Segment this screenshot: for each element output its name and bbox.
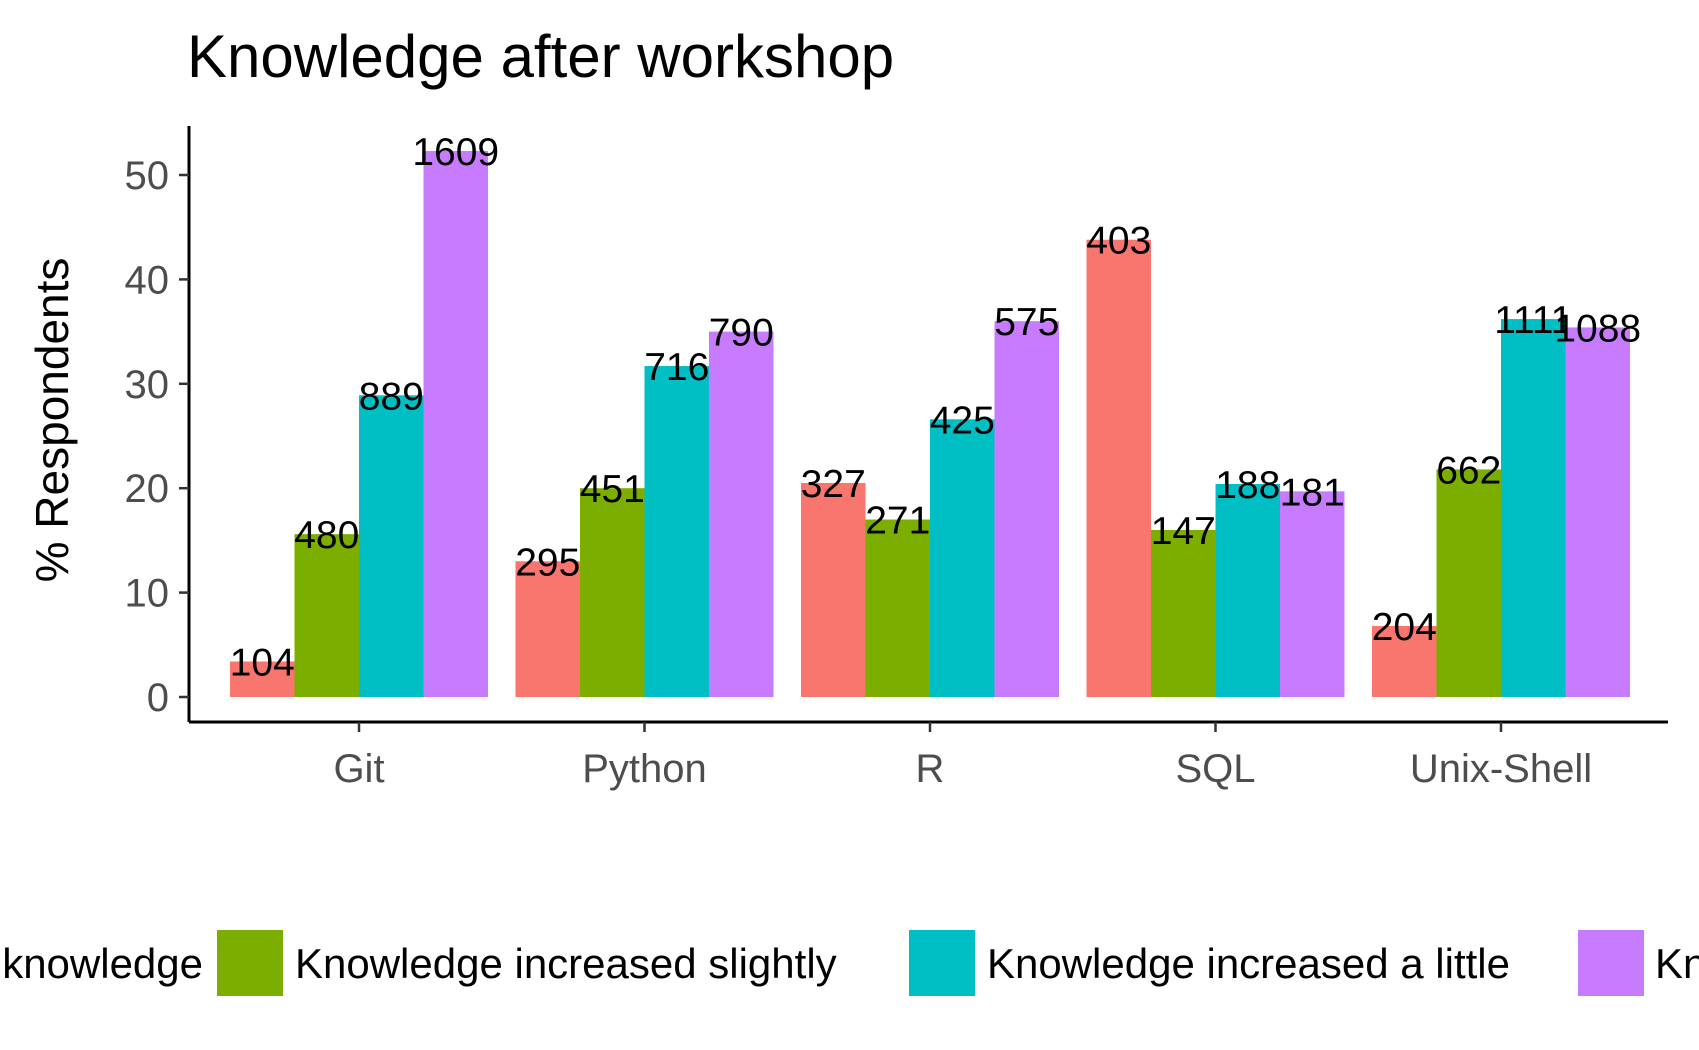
bar (1280, 491, 1345, 697)
bar (1151, 529, 1216, 697)
data-label: 1088 (1554, 307, 1641, 350)
x-tick-label: Python (582, 747, 707, 791)
bar (1565, 327, 1630, 697)
legend-swatch (909, 930, 975, 996)
bar (930, 419, 995, 697)
y-tick-label: 40 (125, 258, 170, 302)
bar (1501, 319, 1566, 697)
data-label: 104 (230, 642, 295, 685)
legend-label: Knowledge increased a little (987, 940, 1510, 987)
legend-label: knowledge (2, 940, 203, 987)
data-label: 188 (1215, 464, 1280, 507)
y-tick-label: 0 (147, 676, 169, 720)
legend-label: Kn (1655, 940, 1699, 987)
data-label: 790 (709, 312, 774, 355)
data-label: 295 (515, 541, 580, 584)
x-tick-label: Unix-Shell (1410, 747, 1592, 791)
data-label: 1111 (1494, 299, 1572, 342)
bar (230, 661, 295, 697)
bar (994, 321, 1059, 697)
bar (1372, 626, 1437, 697)
data-label: 147 (1151, 510, 1216, 553)
data-label: 451 (580, 468, 645, 511)
data-label: 271 (865, 500, 930, 543)
y-tick-label: 20 (125, 467, 170, 511)
bar (1215, 484, 1280, 697)
legend-swatch (1578, 930, 1644, 996)
bar (644, 366, 709, 697)
y-tick-label: 30 (125, 363, 170, 407)
bar (801, 482, 866, 697)
data-label: 1609 (412, 131, 499, 174)
bar (580, 488, 645, 697)
x-tick-label: R (916, 747, 945, 791)
data-label: 425 (930, 399, 995, 442)
data-label: 716 (644, 346, 709, 389)
y-tick-label: 10 (125, 572, 170, 616)
data-label: 575 (994, 301, 1059, 344)
legend-swatch (217, 930, 283, 996)
data-label: 327 (801, 463, 866, 506)
bar (1436, 469, 1501, 697)
bar (709, 331, 774, 697)
x-tick-label: Git (333, 747, 384, 791)
bar (359, 395, 424, 697)
data-label: 662 (1436, 449, 1501, 492)
legend: knowledge Knowledge increased slightly Kno… (2, 930, 1699, 996)
x-tick-label: SQL (1175, 747, 1255, 791)
data-label: 181 (1280, 471, 1345, 514)
bar (294, 534, 359, 697)
bar (865, 519, 930, 697)
y-tick-label: 50 (125, 154, 170, 198)
data-label: 480 (294, 514, 359, 557)
legend-label: Knowledge increased slightly (295, 940, 837, 987)
data-label: 403 (1086, 220, 1151, 263)
bar (515, 561, 580, 697)
bar (423, 150, 488, 697)
chart-title: Knowledge after workshop (187, 23, 894, 90)
data-label: 889 (359, 375, 424, 418)
y-axis-label: % Respondents (26, 258, 78, 583)
data-label: 204 (1372, 606, 1437, 649)
bar (1086, 239, 1151, 697)
